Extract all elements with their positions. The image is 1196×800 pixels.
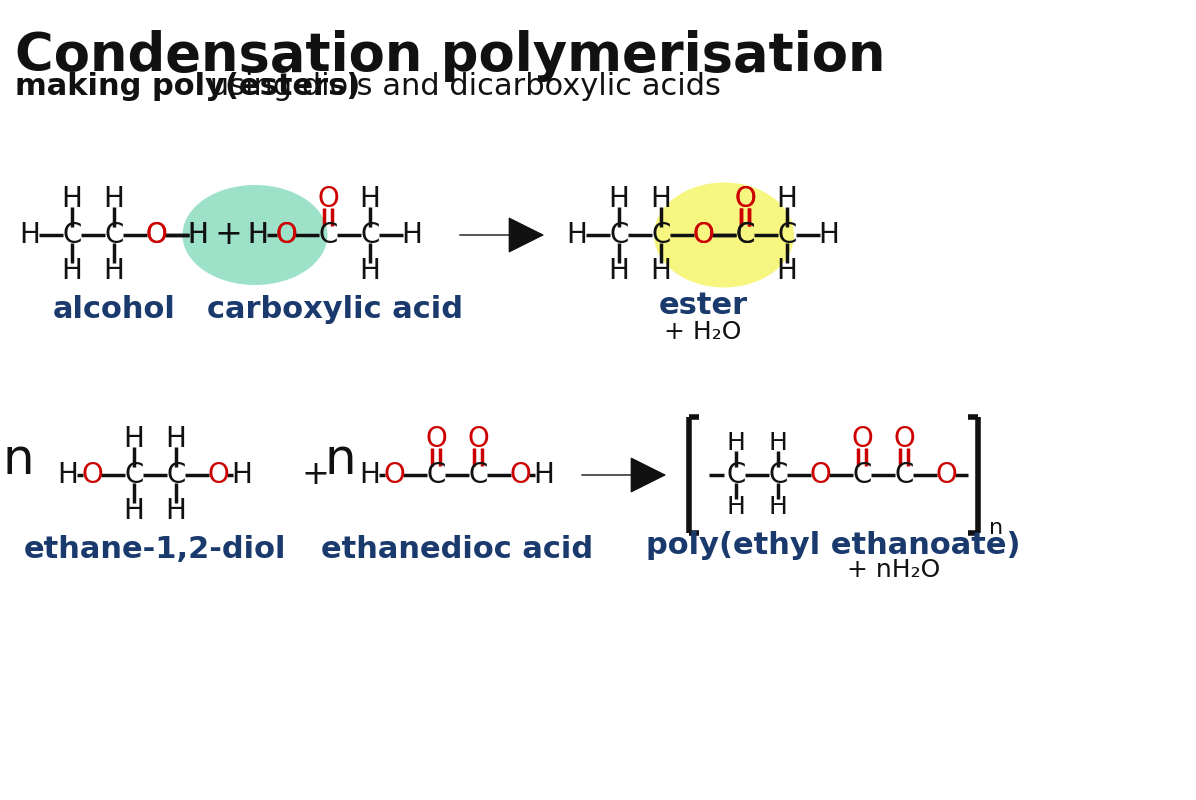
Text: C: C — [124, 461, 144, 489]
Text: H: H — [609, 257, 629, 285]
Text: n: n — [324, 436, 356, 484]
Text: H: H — [248, 221, 268, 249]
Text: C: C — [609, 221, 629, 249]
Text: making poly(esters): making poly(esters) — [16, 72, 360, 101]
Text: H: H — [769, 431, 787, 455]
Text: O: O — [468, 425, 489, 453]
Text: H: H — [165, 425, 187, 453]
Text: H: H — [360, 257, 380, 285]
Text: O: O — [383, 461, 405, 489]
Text: C: C — [652, 221, 671, 249]
Text: H: H — [248, 221, 268, 249]
Text: n: n — [989, 518, 1003, 538]
Text: n: n — [2, 436, 33, 484]
Text: C: C — [104, 221, 123, 249]
Text: H: H — [61, 257, 83, 285]
Text: +: + — [214, 218, 242, 251]
Text: ester: ester — [659, 290, 748, 319]
Text: H: H — [188, 221, 208, 249]
Text: H: H — [123, 497, 145, 525]
Text: H: H — [19, 221, 41, 249]
Text: O: O — [692, 221, 714, 249]
Text: H: H — [104, 257, 124, 285]
Text: alcohol: alcohol — [53, 295, 176, 325]
Text: H: H — [188, 221, 208, 249]
Text: O: O — [692, 221, 714, 249]
Text: O: O — [275, 221, 297, 249]
Ellipse shape — [183, 185, 328, 285]
Text: H: H — [609, 185, 629, 213]
Text: C: C — [777, 221, 797, 249]
Text: H: H — [726, 431, 745, 455]
Text: O: O — [734, 185, 756, 213]
Text: + H₂O: + H₂O — [664, 320, 742, 344]
Text: C: C — [469, 461, 488, 489]
Text: H: H — [533, 461, 555, 489]
Text: H: H — [818, 221, 840, 249]
Text: +: + — [301, 458, 329, 491]
Text: O: O — [145, 221, 167, 249]
Text: C: C — [726, 461, 745, 489]
Text: H: H — [232, 461, 252, 489]
Text: C: C — [360, 221, 379, 249]
Text: Condensation polymerisation: Condensation polymerisation — [16, 30, 885, 82]
Text: H: H — [776, 185, 798, 213]
Text: C: C — [736, 221, 755, 249]
Text: C: C — [62, 221, 81, 249]
Text: H: H — [165, 497, 187, 525]
Ellipse shape — [654, 182, 794, 287]
Text: O: O — [145, 221, 167, 249]
Text: O: O — [935, 461, 957, 489]
Text: O: O — [509, 461, 531, 489]
Text: H: H — [360, 461, 380, 489]
Text: C: C — [166, 461, 185, 489]
Text: O: O — [893, 425, 915, 453]
Text: O: O — [81, 461, 103, 489]
Text: O: O — [425, 425, 447, 453]
Text: O: O — [275, 221, 297, 249]
Text: O: O — [810, 461, 831, 489]
Text: O: O — [734, 185, 756, 213]
Text: H: H — [651, 185, 671, 213]
Text: H: H — [57, 461, 79, 489]
Text: ethane-1,2-diol: ethane-1,2-diol — [24, 535, 286, 565]
Text: H: H — [567, 221, 587, 249]
Text: H: H — [61, 185, 83, 213]
Text: H: H — [402, 221, 422, 249]
Text: H: H — [776, 257, 798, 285]
Text: H: H — [726, 495, 745, 519]
Text: C: C — [426, 461, 446, 489]
Text: carboxylic acid: carboxylic acid — [207, 295, 463, 325]
Text: H: H — [769, 495, 787, 519]
Text: C: C — [318, 221, 337, 249]
Text: C: C — [736, 221, 755, 249]
Text: H: H — [104, 185, 124, 213]
Text: C: C — [853, 461, 872, 489]
Text: O: O — [852, 425, 873, 453]
Text: H: H — [360, 185, 380, 213]
Text: O: O — [317, 185, 338, 213]
Text: H: H — [123, 425, 145, 453]
Text: poly(ethyl ethanoate): poly(ethyl ethanoate) — [646, 530, 1020, 559]
Text: + nH₂O: + nH₂O — [847, 558, 940, 582]
Text: ethanedioc acid: ethanedioc acid — [321, 535, 593, 565]
Text: C: C — [768, 461, 788, 489]
Text: C: C — [895, 461, 914, 489]
Text: using diols and dicarboxylic acids: using diols and dicarboxylic acids — [200, 72, 721, 101]
Text: H: H — [651, 257, 671, 285]
Text: O: O — [207, 461, 228, 489]
